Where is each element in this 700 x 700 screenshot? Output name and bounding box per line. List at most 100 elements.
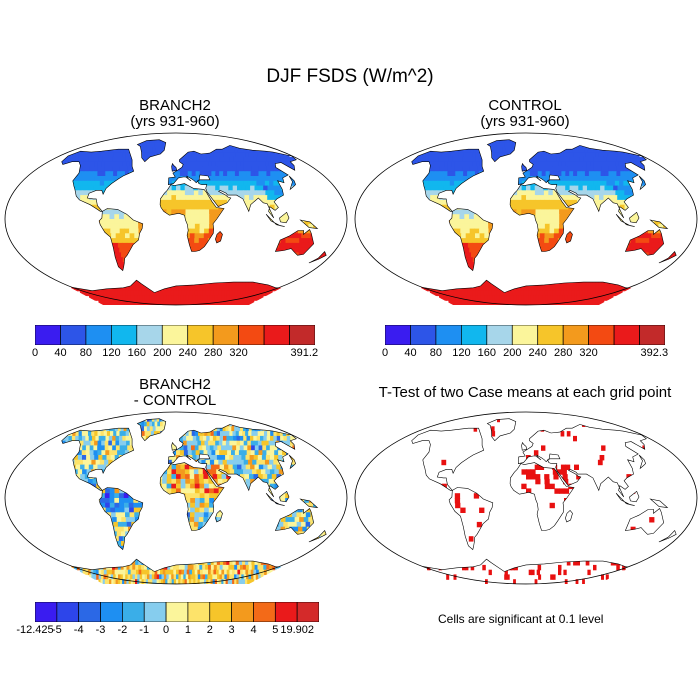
grid-cell <box>118 139 121 144</box>
grid-cell <box>215 271 220 277</box>
grid-cell <box>661 180 667 187</box>
grid-cell <box>199 156 204 163</box>
grid-cell <box>119 209 125 215</box>
grid-cell <box>162 276 167 282</box>
grid-cell <box>181 142 185 148</box>
grid-cell <box>157 223 163 230</box>
grid-cell <box>569 171 574 177</box>
grid-cell <box>544 152 549 158</box>
grid-cell <box>72 204 79 211</box>
grid-cell <box>49 176 54 181</box>
grid-cell <box>631 266 636 273</box>
grid-cell <box>32 233 37 238</box>
grid-cell <box>205 290 209 297</box>
grid-cell <box>517 180 523 187</box>
grid-cell <box>155 147 160 153</box>
grid-cell <box>412 262 417 268</box>
grid-cell <box>111 142 116 148</box>
grid-cell <box>35 238 40 243</box>
grid-cell <box>42 190 47 195</box>
grid-cell <box>509 176 515 182</box>
grid-cell <box>39 195 44 200</box>
grid-cell <box>233 219 239 225</box>
grid-cell <box>289 209 295 215</box>
grid-cell <box>451 171 456 177</box>
grid-cell <box>418 242 424 249</box>
grid-cell <box>644 195 650 201</box>
grid-cell <box>38 190 43 195</box>
grid-cell <box>262 171 267 177</box>
grid-cell <box>224 247 229 254</box>
grid-cell <box>388 214 393 219</box>
grid-cell <box>138 204 144 211</box>
grid-cell <box>490 242 496 249</box>
grid-cell <box>643 262 649 268</box>
grid-cell <box>133 252 139 258</box>
grid-cell <box>166 238 173 244</box>
grid-cell <box>90 214 96 220</box>
grid-cell <box>549 199 555 206</box>
grid-cell <box>289 214 296 220</box>
grid-cell <box>35 262 40 267</box>
grid-cell <box>266 290 271 297</box>
grid-cell <box>495 185 501 191</box>
grid-cell <box>142 266 147 273</box>
grid-cell <box>269 252 274 258</box>
grid-cell <box>139 238 145 244</box>
grid-cell <box>260 252 266 258</box>
grid-cell <box>150 300 153 305</box>
grid-cell <box>442 199 448 206</box>
grid-cell <box>257 161 263 168</box>
grid-cell <box>530 204 536 211</box>
grid-cell <box>379 243 384 248</box>
grid-cell <box>189 238 195 244</box>
grid-cell <box>302 204 308 211</box>
grid-cell <box>121 262 126 268</box>
grid-cell <box>237 209 243 215</box>
grid-cell <box>262 266 267 273</box>
grid-cell <box>450 266 456 273</box>
grid-cell <box>508 185 514 191</box>
grid-cell <box>132 139 136 144</box>
grid-cell <box>417 223 423 230</box>
grid-cell <box>526 199 532 206</box>
grid-cell <box>316 204 322 211</box>
grid-cell <box>376 229 381 234</box>
grid-cell <box>35 195 40 200</box>
grid-cell <box>186 300 190 305</box>
grid-cell <box>37 200 42 205</box>
grid-cell <box>513 252 519 258</box>
grid-cell <box>558 228 565 234</box>
grid-cell <box>224 139 228 144</box>
grid-cell <box>232 209 238 215</box>
grid-cell <box>202 190 208 196</box>
grid-cell <box>511 271 516 277</box>
grid-cell <box>78 276 83 282</box>
grid-cell <box>661 252 667 258</box>
grid-cell <box>445 242 451 249</box>
grid-cell <box>508 271 513 277</box>
grid-cell <box>368 200 373 205</box>
grid-cell <box>324 233 327 239</box>
grid-cell <box>435 290 439 297</box>
grid-cell <box>186 271 191 277</box>
grid-cell <box>546 276 551 282</box>
grid-cell <box>109 171 114 177</box>
grid-cell <box>376 195 381 200</box>
grid-cell <box>231 147 235 153</box>
grid-cell <box>447 262 452 268</box>
grid-cell <box>653 238 659 244</box>
grid-cell <box>144 142 148 148</box>
grid-cell <box>252 190 258 196</box>
grid-cell <box>464 223 470 230</box>
grid-cell <box>544 204 551 211</box>
grid-cell <box>302 185 308 191</box>
grid-cell <box>473 285 478 292</box>
grid-cell <box>93 266 98 273</box>
grid-cell <box>229 281 234 287</box>
grid-cell <box>142 166 147 172</box>
grid-cell <box>476 147 480 153</box>
grid-cell <box>548 266 553 273</box>
grid-cell <box>441 152 445 158</box>
grid-cell <box>61 171 63 177</box>
